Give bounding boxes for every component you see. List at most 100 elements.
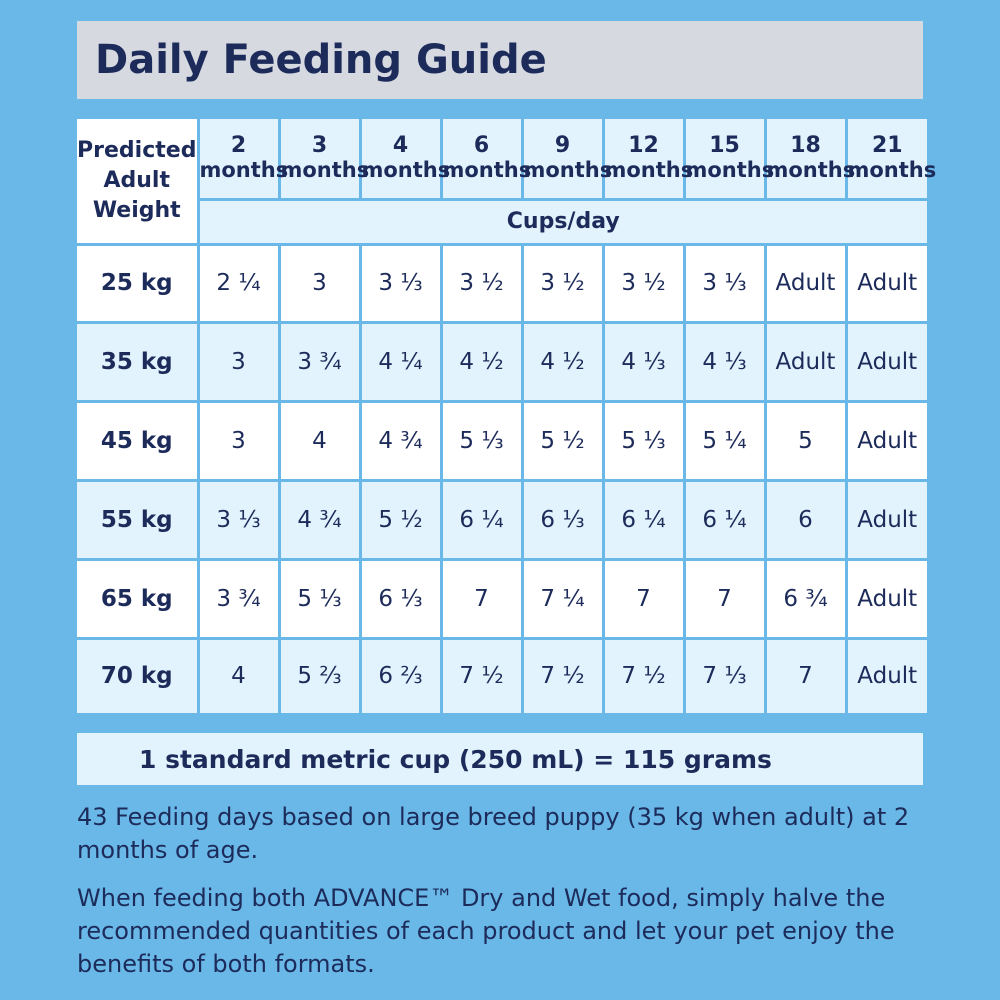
age-header: 4 months — [358, 119, 451, 201]
cups-cell: 6 ¼ — [601, 479, 686, 561]
age-header: 18 months — [763, 119, 855, 201]
age-unit: months — [685, 158, 775, 183]
weight-header-line: Weight — [92, 197, 181, 223]
age-header: 2 months — [196, 119, 289, 201]
age-number: 9 — [554, 133, 571, 159]
age-number: 21 — [871, 133, 903, 159]
age-header: 15 months — [682, 119, 775, 201]
table-row: 25 kg 2 ¼ 3 3 ⅓ 3 ½ 3 ½ 3 ½ 3 ⅓ Adult Ad… — [77, 242, 927, 325]
table-row: 55 kg 3 ⅓ 4 ¾ 5 ½ 6 ¼ 6 ⅓ 6 ¼ 6 ¼ 6 Adul… — [77, 479, 927, 561]
cups-cell: 5 — [763, 400, 848, 483]
weight-header-line: Predicted — [77, 137, 197, 163]
cups-cell: Adult — [844, 479, 927, 561]
cups-cell: 3 ¾ — [196, 557, 281, 640]
cups-cell: Adult — [844, 557, 927, 640]
cups-cell: 6 ⅔ — [358, 636, 443, 713]
cups-cell: Adult — [763, 242, 848, 325]
cups-cell: 3 ½ — [601, 242, 686, 325]
cups-cell: 6 — [763, 479, 848, 561]
cups-cell: 3 ⅓ — [682, 242, 767, 325]
cups-cell: 5 ⅔ — [277, 636, 362, 713]
cups-cell: 7 ⅓ — [682, 636, 767, 713]
cups-cell: Adult — [844, 242, 927, 325]
cups-cell: Adult — [844, 400, 927, 483]
age-header: 6 months — [439, 119, 532, 201]
cups-cell: 7 ½ — [520, 636, 605, 713]
weight-cell: 45 kg — [77, 400, 200, 483]
cups-cell: 4 — [277, 400, 362, 483]
cups-cell: 4 ½ — [439, 321, 524, 404]
cups-cell: 7 ½ — [601, 636, 686, 713]
age-unit: months — [523, 158, 613, 183]
weight-cell: 25 kg — [77, 242, 200, 325]
age-number: 12 — [628, 133, 659, 159]
cups-cell: 3 — [277, 242, 362, 325]
cups-cell: 7 — [763, 636, 848, 713]
feeding-days-note: 43 Feeding days based on large breed pup… — [77, 803, 910, 864]
cups-cell: 3 ½ — [520, 242, 605, 325]
age-unit: months — [847, 158, 937, 183]
age-number: 3 — [311, 133, 328, 159]
age-unit: months — [361, 158, 451, 183]
cups-cell: 6 ¼ — [682, 479, 767, 561]
cups-cell: 6 ¾ — [763, 557, 848, 640]
age-number: 18 — [790, 133, 821, 159]
cups-cell: 4 ¼ — [358, 321, 443, 404]
conversion-bar: 1 standard metric cup (250 mL) = 115 gra… — [77, 733, 923, 785]
age-unit: months — [604, 158, 694, 183]
age-number: 15 — [709, 133, 740, 159]
cups-cell: 5 ¼ — [682, 400, 767, 483]
age-header: 21 months — [844, 119, 937, 201]
table-row: 65 kg 3 ¾ 5 ⅓ 6 ⅓ 7 7 ¼ 7 7 6 ¾ Adult — [77, 557, 927, 640]
cups-cell: 5 ½ — [358, 479, 443, 561]
cups-cell: 2 ¼ — [196, 242, 281, 325]
units-row: Cups/day — [77, 197, 927, 246]
cups-cell: 3 — [196, 400, 281, 483]
feeding-table: Predicted Adult Weight 2 months 3 months 4… — [77, 119, 937, 713]
page-title: Daily Feeding Guide — [95, 37, 547, 83]
age-unit: months — [442, 158, 532, 183]
cups-cell: 4 ¾ — [277, 479, 362, 561]
weight-column-header: Predicted Adult Weight — [77, 119, 200, 246]
cups-cell: 3 — [196, 321, 281, 404]
table-row: 70 kg 4 5 ⅔ 6 ⅔ 7 ½ 7 ½ 7 ½ 7 ⅓ 7 Adult — [77, 636, 927, 713]
conversion-text: 1 standard metric cup (250 mL) = 115 gra… — [139, 744, 772, 774]
age-number: 4 — [392, 133, 409, 159]
cups-cell: 3 ⅓ — [358, 242, 443, 325]
cups-cell: 7 — [439, 557, 524, 640]
cups-cell: 6 ⅓ — [358, 557, 443, 640]
weight-header-line: Adult — [103, 167, 171, 193]
cups-cell: Adult — [844, 636, 927, 713]
cups-cell: 6 ¼ — [439, 479, 524, 561]
age-header: 12 months — [601, 119, 694, 201]
cups-cell: 4 — [196, 636, 281, 713]
cups-cell: Adult — [763, 321, 848, 404]
cups-cell: 4 ½ — [520, 321, 605, 404]
cups-cell: 3 ½ — [439, 242, 524, 325]
cups-cell: 7 ½ — [439, 636, 524, 713]
age-number: 6 — [473, 133, 490, 159]
cups-cell: 6 ⅓ — [520, 479, 605, 561]
weight-cell: 35 kg — [77, 321, 200, 404]
units-label: Cups/day — [198, 197, 927, 246]
age-header: 9 months — [520, 119, 613, 201]
header-row: Predicted Adult Weight 2 months 3 months 4… — [77, 119, 937, 246]
age-unit: months — [199, 158, 289, 183]
dry-wet-note: When feeding both ADVANCE™ Dry and Wet f… — [77, 884, 895, 978]
title-bar: Daily Feeding Guide — [77, 21, 923, 99]
age-number: 2 — [230, 133, 247, 159]
cups-cell: 3 ¾ — [277, 321, 362, 404]
weight-cell: 70 kg — [77, 636, 200, 713]
age-unit: months — [280, 158, 370, 183]
cups-cell: 3 ⅓ — [196, 479, 281, 561]
cups-cell: 7 — [682, 557, 767, 640]
table-row: 35 kg 3 3 ¾ 4 ¼ 4 ½ 4 ½ 4 ⅓ 4 ⅓ Adult Ad… — [77, 321, 927, 404]
cups-cell: Adult — [844, 321, 927, 404]
table-row: 45 kg 3 4 4 ¾ 5 ⅓ 5 ½ 5 ⅓ 5 ¼ 5 Adult — [77, 400, 927, 483]
cups-cell: 5 ½ — [520, 400, 605, 483]
cups-cell: 4 ⅓ — [682, 321, 767, 404]
cups-cell: 7 — [601, 557, 686, 640]
cups-cell: 4 ⅓ — [601, 321, 686, 404]
weight-cell: 65 kg — [77, 557, 200, 640]
cups-cell: 7 ¼ — [520, 557, 605, 640]
